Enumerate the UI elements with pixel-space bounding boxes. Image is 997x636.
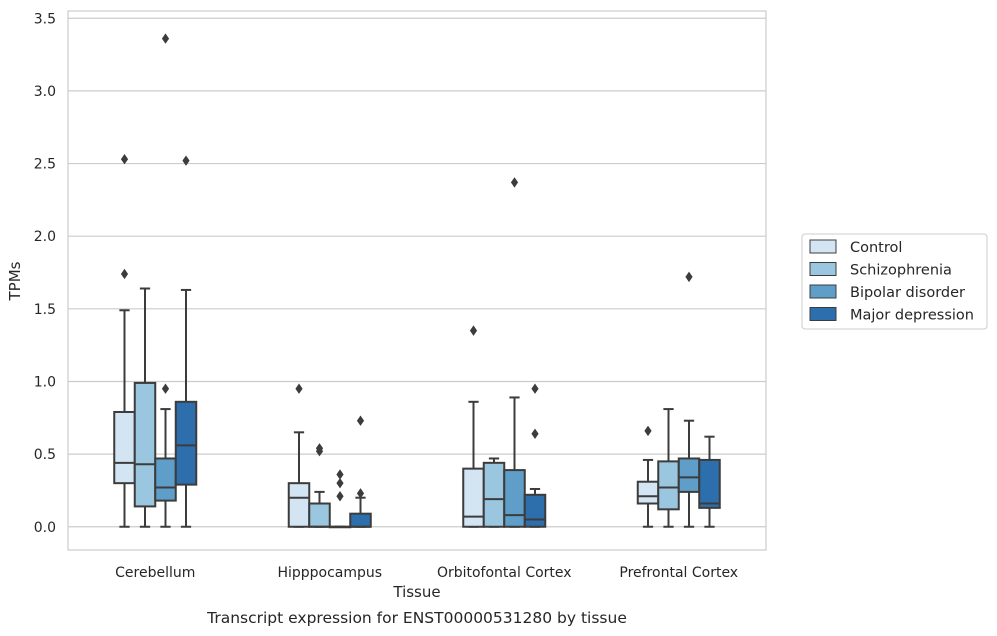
iqr-box: [174, 400, 198, 486]
box-control: [636, 425, 660, 528]
y-tick-label: 0.0: [34, 520, 56, 536]
box-control: [113, 153, 136, 528]
legend-label: Bipolar disorder: [850, 285, 965, 301]
outlier-point: [469, 325, 478, 336]
plot-frame: [67, 10, 767, 551]
iqr-box: [657, 460, 680, 511]
x-tick-label: Cerebellum: [115, 565, 195, 581]
iqr-box: [482, 461, 506, 528]
legend-swatch: [809, 307, 837, 321]
y-tick-label: 0.5: [34, 447, 56, 463]
outlier-point: [120, 268, 129, 280]
x-tick-label: Orbitofontal Cortex: [437, 565, 572, 581]
box-schizophrenia: [133, 287, 157, 528]
y-tick-labels: 0.0 0.5 1.0 1.5 2.0 2.5 3.0 3.5: [34, 11, 56, 535]
box-schizophrenia: [308, 443, 331, 528]
outlier-point: [356, 488, 365, 499]
x-tick-label: Hipppocampus: [277, 565, 382, 581]
box-schizophrenia: [657, 408, 680, 528]
outlier-point: [510, 177, 519, 188]
outlier-point: [644, 425, 652, 437]
box-bipolar-disorder: [503, 177, 526, 528]
outlier-point: [120, 153, 129, 165]
outlier-point: [531, 383, 539, 394]
outlier-point: [685, 271, 693, 283]
box-control: [462, 325, 485, 528]
iqr-box: [287, 482, 311, 528]
y-tick-label: 3.5: [34, 11, 56, 27]
outlier-point: [161, 383, 170, 394]
outlier-point: [356, 415, 365, 426]
y-axis-title: TPMs: [6, 261, 24, 301]
box-bipolar-disorder: [154, 33, 177, 528]
legend-swatch: [809, 239, 837, 254]
iqr-box: [503, 469, 526, 528]
legend-swatch: [809, 284, 837, 299]
iqr-box: [154, 457, 177, 502]
iqr-box: [636, 480, 660, 505]
legend-label: Schizophrenia: [850, 263, 952, 279]
legend: Control Schizophrenia Bipolar disorder Majo…: [801, 233, 988, 330]
iqr-box: [308, 502, 331, 528]
outlier-point: [336, 491, 344, 502]
y-tick-label: 2.0: [34, 229, 56, 245]
grid-lines: [68, 17, 766, 528]
box-bipolar-disorder: [328, 469, 352, 529]
iqr-box: [113, 410, 136, 485]
outlier-point: [531, 428, 539, 439]
outlier-point: [336, 469, 344, 480]
outlier-point: [161, 33, 170, 44]
box-major-depression: [349, 415, 372, 528]
chart-caption: Transcript expression for ENST0000053128…: [206, 609, 627, 627]
box-plots: [113, 33, 721, 529]
y-tick-label: 1.0: [34, 374, 56, 390]
legend-frame: [801, 233, 988, 330]
legend-label: Control: [850, 240, 902, 256]
legend-label: Major depression: [850, 308, 974, 324]
x-axis-title: Tissue: [392, 583, 440, 601]
outlier-point: [295, 383, 303, 394]
legend-swatch: [809, 262, 837, 276]
box-major-depression: [698, 435, 721, 528]
y-tick-label: 3.0: [34, 84, 56, 100]
outlier-point: [336, 477, 344, 489]
box-major-depression: [523, 383, 547, 528]
iqr-box: [133, 381, 157, 508]
iqr-box: [349, 512, 372, 528]
y-tick-label: 2.5: [34, 157, 56, 173]
x-tick-label: Prefrontal Cortex: [619, 565, 738, 581]
box-bipolar-disorder: [677, 271, 701, 528]
iqr-box: [698, 458, 721, 509]
box-schizophrenia: [482, 457, 506, 528]
iqr-box: [677, 457, 701, 493]
outlier-point: [182, 155, 190, 166]
y-tick-label: 1.5: [34, 302, 56, 318]
iqr-box: [462, 467, 485, 528]
box-major-depression: [174, 155, 198, 528]
iqr-box: [523, 493, 547, 528]
x-tick-labels: Cerebellum Hipppocampus Orbitofontal Corte…: [115, 565, 738, 581]
outlier-point: [315, 443, 324, 454]
box-control: [287, 383, 311, 528]
